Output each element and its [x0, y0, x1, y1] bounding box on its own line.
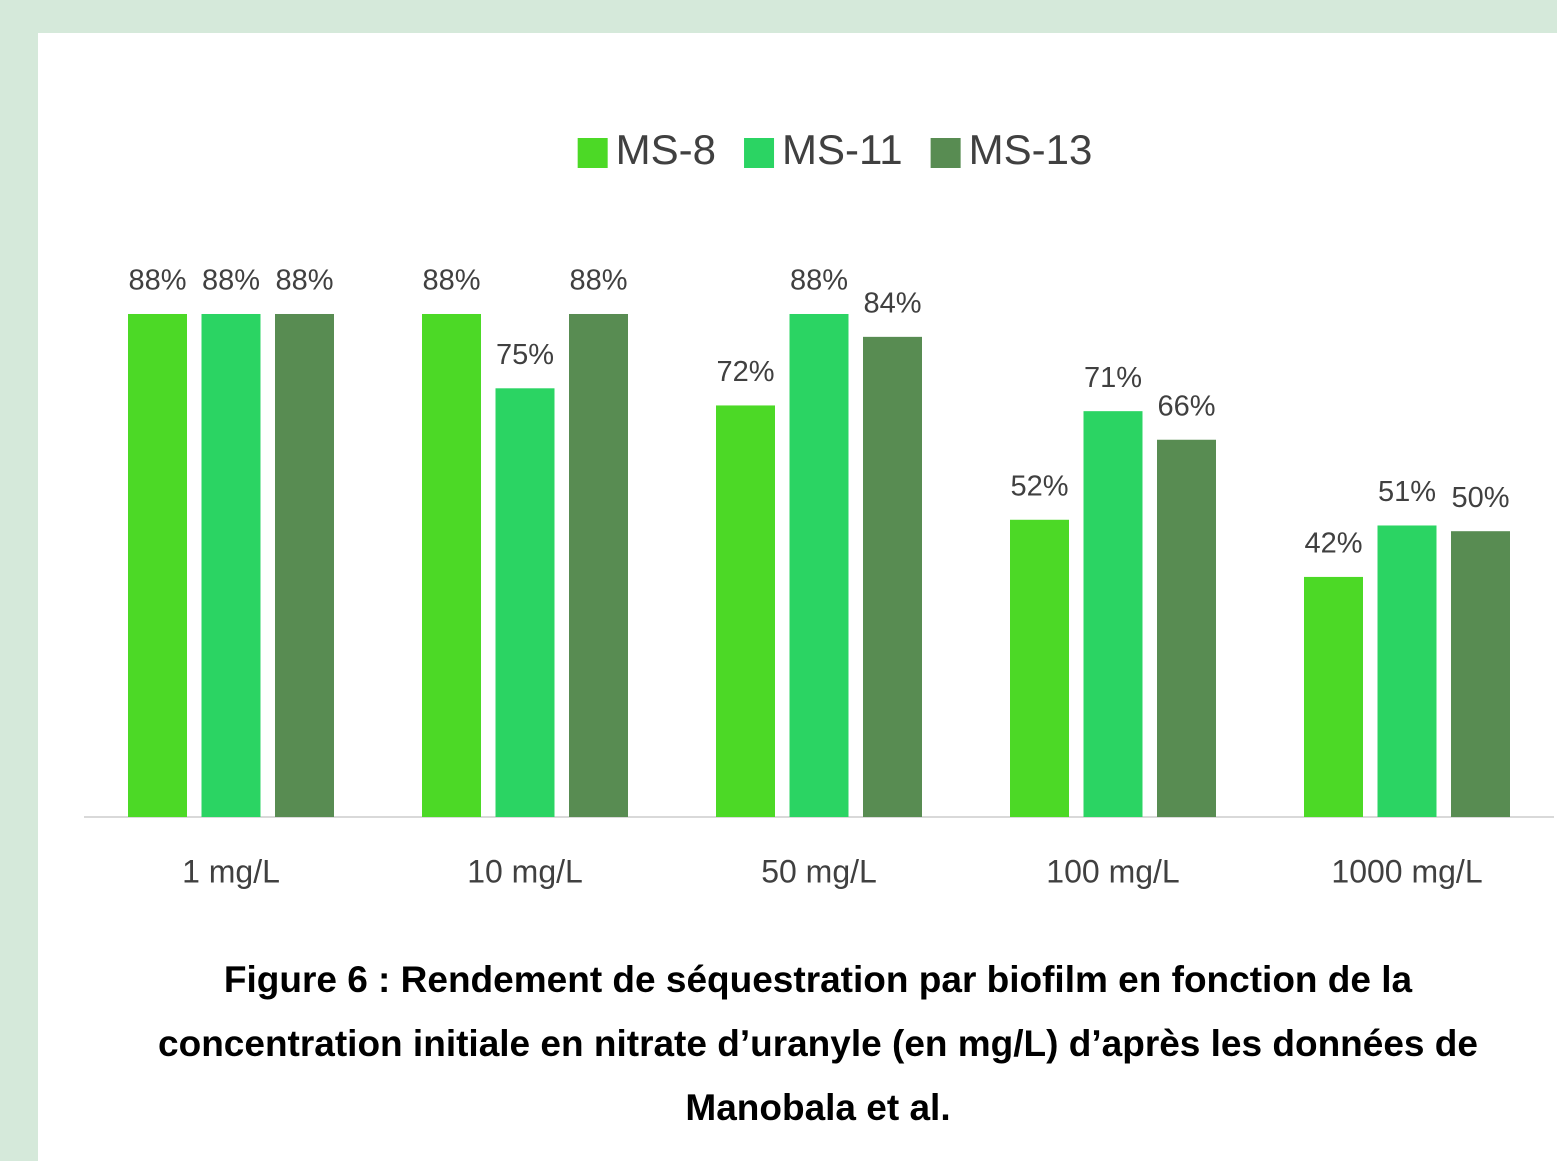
data-label: 42% — [1304, 528, 1362, 560]
data-label: 52% — [1010, 470, 1068, 502]
x-tick-label: 100 mg/L — [1046, 853, 1179, 889]
data-label: 88% — [202, 265, 260, 297]
bar — [1083, 411, 1143, 817]
legend-label: MS-13 — [969, 126, 1093, 173]
bar — [128, 313, 187, 817]
bar — [1377, 525, 1437, 817]
bar — [1010, 519, 1069, 817]
data-label: 71% — [1084, 362, 1142, 394]
bar — [1157, 439, 1216, 817]
x-tick-label: 1 mg/L — [182, 853, 280, 889]
data-label: 50% — [1451, 482, 1509, 514]
legend-swatch — [930, 138, 961, 168]
data-label: 75% — [496, 339, 554, 371]
bar — [201, 313, 261, 817]
bar — [1304, 576, 1363, 817]
bar — [716, 405, 775, 817]
bar — [1451, 531, 1510, 817]
bar — [422, 313, 481, 817]
data-label: 51% — [1378, 476, 1436, 508]
bar — [275, 313, 334, 817]
data-label: 88% — [790, 265, 848, 297]
data-label: 66% — [1157, 390, 1215, 422]
data-label: 88% — [128, 265, 186, 297]
data-label: 84% — [863, 288, 921, 320]
bar — [495, 388, 555, 817]
legend-label: MS-11 — [782, 126, 903, 173]
data-label: 88% — [422, 265, 480, 297]
data-label: 88% — [569, 265, 627, 297]
x-tick-label: 1000 mg/L — [1331, 853, 1482, 889]
bar — [789, 313, 849, 817]
x-tick-label: 10 mg/L — [467, 853, 583, 889]
chart-title: Figure 6 : Rendement de séquestration pa… — [158, 959, 1478, 1128]
legend-label: MS-8 — [616, 126, 716, 173]
data-label: 72% — [716, 356, 774, 388]
data-label: 88% — [275, 265, 333, 297]
bar — [569, 313, 628, 817]
legend-swatch — [744, 138, 775, 168]
bar — [863, 336, 922, 817]
legend-swatch — [577, 138, 608, 168]
chart: 1 mg/L 88% 88% 88% 10 mg/L 88% 75% 88% 50 mg/L 72… — [84, 126, 1554, 889]
x-tick-label: 50 mg/L — [761, 853, 877, 889]
